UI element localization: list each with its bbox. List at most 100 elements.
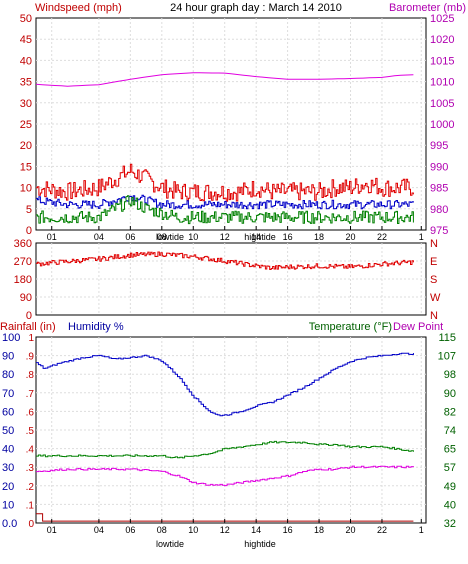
- temperature-tick-label: 107: [438, 351, 456, 363]
- graph-title: 24 hour graph day : March 14 2010: [170, 2, 342, 14]
- right-axis-tick-label: 995: [430, 140, 448, 152]
- right-axis-tick-label: 985: [430, 183, 448, 195]
- series-wind-direction: [36, 251, 414, 270]
- humidity-tick-label: 90: [2, 351, 14, 363]
- right-axis-tick-label: E: [430, 256, 437, 268]
- right-axis-tick-label: 1025: [430, 13, 454, 25]
- left-axis-tick-label: 10: [20, 183, 32, 195]
- humidity-temp-time-axis: 01 04 06 08 10 12 14 16 18 20 22 1: [47, 519, 424, 535]
- humidity-axis-title: Humidity %: [68, 321, 124, 333]
- rainfall-tick-label: .9: [26, 352, 35, 363]
- series-blue-avg: [36, 194, 414, 210]
- time-tick-label: 08: [157, 525, 167, 535]
- rainfall-tick-label: .2: [26, 482, 35, 493]
- time-tick-label: 14: [251, 232, 261, 242]
- right-axis-tick-label: N: [430, 310, 438, 322]
- time-tick-label: 20: [346, 232, 356, 242]
- right-axis-tick-label: N: [430, 238, 438, 250]
- temperature-tick-label: 32: [444, 518, 456, 530]
- right-axis-tick-label: 1020: [430, 34, 454, 46]
- time-tick-label: 01: [47, 525, 57, 535]
- time-tick-label: 04: [94, 232, 104, 242]
- right-axis-tick-label: 1000: [430, 119, 454, 131]
- temperature-tick-label: 57: [444, 462, 456, 474]
- time-tick-label: 01: [47, 232, 57, 242]
- left-axis-tick-label: 40: [20, 55, 32, 67]
- temperature-axis-title: Temperature (°F): [309, 321, 392, 333]
- time-tick-label: 22: [377, 525, 387, 535]
- time-tick-label: 18: [314, 525, 324, 535]
- humidity-tick-label: 0.0: [2, 518, 17, 530]
- left-axis-tick-label: 180: [14, 274, 32, 286]
- left-axis-tick-label: 20: [20, 140, 32, 152]
- time-tick-label: 1: [419, 232, 424, 242]
- barometer-axis-title: Barometer (mb): [389, 2, 466, 14]
- right-axis-tick-label: 1010: [430, 77, 454, 89]
- wind-baro-time-axis: 01 04 06 08 10 12 14 16 18 20 22 1: [47, 226, 424, 242]
- rainfall-tick-label: 0: [28, 519, 34, 530]
- humidity-temp-grid: [36, 337, 426, 523]
- left-axis-tick-label: 0: [26, 225, 32, 237]
- left-axis-tick-label: 35: [20, 77, 32, 89]
- time-tick-label: 08: [157, 232, 167, 242]
- series-magenta-smooth: [35, 72, 414, 87]
- barometer-axis-ticks: 975 980 985 990 995 1000 1005 1010 1015 1020 1025: [430, 13, 454, 237]
- time-tick-label: 10: [188, 525, 198, 535]
- time-tick-label: 12: [220, 232, 230, 242]
- series-red-gust: [36, 163, 414, 202]
- series-humidity-blue: [36, 352, 414, 417]
- wind-baro-series: [35, 72, 414, 225]
- rainfall-tick-label: .8: [26, 370, 35, 381]
- wind-direction-series: [36, 251, 414, 270]
- left-axis-tick-label: 0: [26, 310, 32, 322]
- humidity-tick-label: 20: [2, 481, 14, 493]
- left-axis-tick-label: 360: [14, 238, 32, 250]
- time-tick-label: 1: [419, 525, 424, 535]
- time-tick-label: 22: [377, 232, 387, 242]
- time-tick-label: 12: [220, 525, 230, 535]
- humidity-tick-label: 40: [2, 444, 14, 456]
- rainfall-tick-label: .6: [26, 407, 35, 418]
- left-axis-tick-label: 30: [20, 98, 32, 110]
- humidity-tick-label: 70: [2, 388, 14, 400]
- wind-direction-panel: [35, 242, 427, 316]
- time-tick-label: 20: [346, 525, 356, 535]
- right-axis-tick-label: S: [430, 274, 437, 286]
- rainfall-tick-label: .5: [26, 426, 35, 437]
- rainfall-tick-label: .1: [26, 500, 35, 511]
- series-green-low: [36, 195, 414, 225]
- right-axis-tick-label: 990: [430, 161, 448, 173]
- dewpoint-axis-title: Dew Point: [393, 321, 443, 333]
- hightide-label: hightide: [244, 232, 276, 242]
- left-axis-tick-label: 5: [26, 204, 32, 216]
- series-temperature-green: [36, 440, 414, 459]
- right-axis-tick-label: 975: [430, 225, 448, 237]
- rainfall-axis-ticks: 0 .1 .2 .3 .4 .5 .6 .7 .8 .9 1: [26, 333, 35, 530]
- left-axis-tick-label: 50: [20, 13, 32, 25]
- temperature-tick-label: 49: [444, 481, 456, 493]
- rainfall-tick-label: .7: [26, 389, 35, 400]
- left-axis-tick-label: 45: [20, 34, 32, 46]
- left-axis-tick-label: 15: [20, 161, 32, 173]
- rainfall-tick-label: .4: [26, 445, 35, 456]
- left-axis-tick-label: 25: [20, 119, 32, 131]
- right-axis-tick-label: 1005: [430, 98, 454, 110]
- humidity-tick-label: 100: [2, 332, 20, 344]
- wind-direction-grid: [36, 243, 426, 315]
- temperature-axis-ticks: 32 40 49 57 65 74 82 90 98 107 115: [438, 332, 456, 530]
- right-axis-tick-label: 980: [430, 204, 448, 216]
- lowtide-label-bottom: lowtide: [156, 539, 184, 549]
- time-tick-label: 10: [188, 232, 198, 242]
- humidity-axis-ticks: 0.0 10 20 30 40 50 60 70 80 90 100: [2, 332, 20, 530]
- direction-degree-ticks: 0 90 180 270 360: [14, 238, 32, 322]
- time-tick-label: 18: [314, 232, 324, 242]
- humidity-tick-label: 60: [2, 406, 14, 418]
- humidity-tick-label: 80: [2, 369, 14, 381]
- left-axis-tick-label: 270: [14, 256, 32, 268]
- temperature-tick-label: 90: [444, 388, 456, 400]
- lowtide-label: lowtide: [156, 232, 184, 242]
- time-tick-label: 06: [125, 232, 135, 242]
